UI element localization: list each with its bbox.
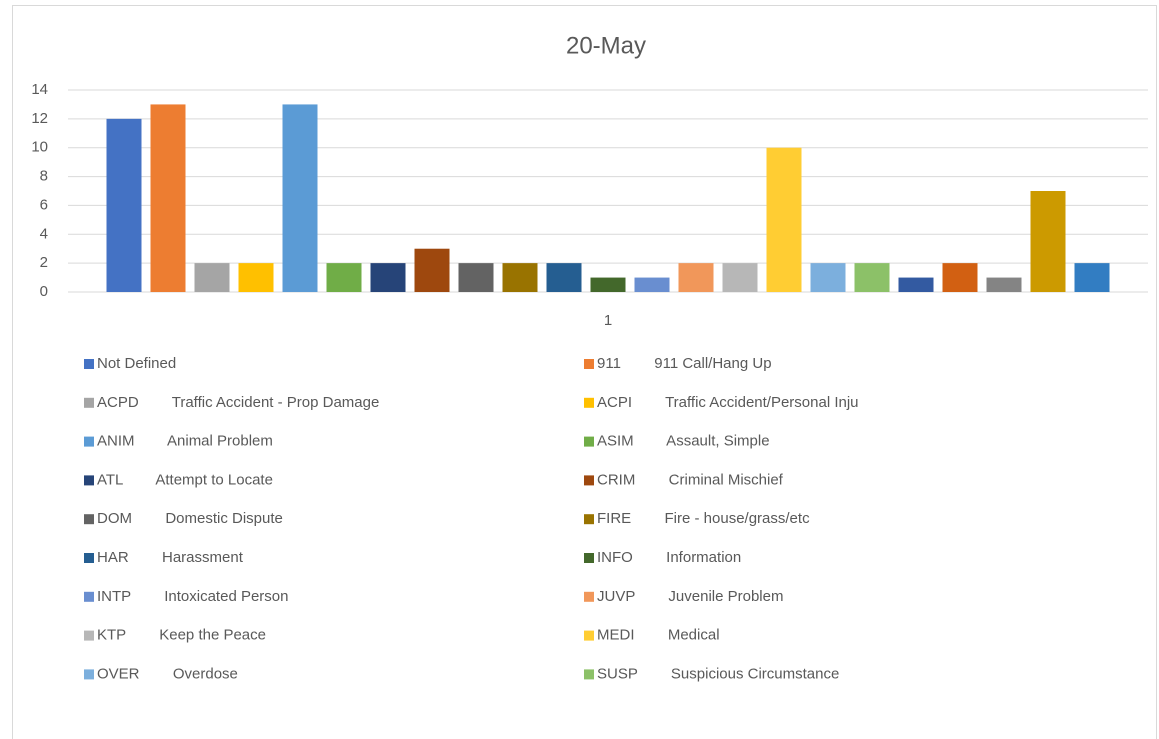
legend-label: KTP Keep the Peace <box>97 627 266 644</box>
bar <box>766 147 802 292</box>
legend-swatch <box>84 669 94 680</box>
bar <box>810 263 846 292</box>
legend-swatch <box>84 475 94 486</box>
bar <box>414 248 450 292</box>
y-tick-label: 4 <box>40 225 48 242</box>
legend-swatch <box>584 475 594 486</box>
y-tick-label: 12 <box>31 110 48 127</box>
bar <box>502 263 538 292</box>
y-tick-label: 0 <box>40 283 48 300</box>
bar <box>942 263 978 292</box>
legend-label: 911 911 Call/Hang Up <box>597 355 772 372</box>
y-tick-label: 8 <box>40 168 48 185</box>
legend-swatch <box>584 397 594 408</box>
legend-label: ASIM Assault, Simple <box>597 433 770 450</box>
bar <box>1074 263 1110 292</box>
chart-title: 20-May <box>566 32 646 59</box>
y-tick-label: 6 <box>40 196 48 213</box>
chart-frame <box>12 5 1157 739</box>
y-tick-label: 2 <box>40 254 48 271</box>
bar <box>150 104 186 292</box>
legend-swatch <box>584 591 594 602</box>
bar <box>590 277 626 292</box>
legend-swatch <box>84 436 94 447</box>
bar <box>854 263 890 292</box>
legend-swatch <box>584 630 594 641</box>
legend-label: SUSP Suspicious Circumstance <box>597 665 839 682</box>
legend-label: ACPI Traffic Accident/Personal Inju <box>597 394 859 411</box>
bar <box>238 263 274 292</box>
legend-label: FIRE Fire - house/grass/etc <box>597 510 810 527</box>
legend-swatch <box>84 591 94 602</box>
bar <box>722 263 758 292</box>
bar <box>194 263 230 292</box>
legend-label: JUVP Juvenile Problem <box>597 588 783 605</box>
legend-label: ACPD Traffic Accident - Prop Damage <box>97 394 379 411</box>
bar <box>326 263 362 292</box>
legend-label: ATL Attempt to Locate <box>97 471 273 488</box>
legend-swatch <box>84 514 94 525</box>
bar <box>678 263 714 292</box>
legend-label: ANIM Animal Problem <box>97 433 273 450</box>
legend-swatch <box>584 436 594 447</box>
legend-label: Not Defined <box>97 355 176 372</box>
bar <box>106 118 142 292</box>
legend-swatch <box>84 553 94 563</box>
legend-label: OVER Overdose <box>97 665 238 682</box>
bar <box>370 263 406 292</box>
bar <box>986 277 1022 292</box>
x-tick-label: 1 <box>604 312 612 329</box>
legend-swatch <box>584 514 594 525</box>
y-tick-label: 10 <box>31 139 48 156</box>
bar <box>458 263 494 292</box>
bar <box>1030 191 1066 292</box>
legend-label: HAR Harassment <box>97 549 244 566</box>
legend-label: CRIM Criminal Mischief <box>597 471 784 488</box>
legend-swatch <box>84 397 94 408</box>
bar <box>634 277 670 292</box>
bar <box>898 277 934 292</box>
legend-label: DOM Domestic Dispute <box>97 510 283 527</box>
legend-swatch <box>584 553 594 563</box>
legend-label: INFO Information <box>597 549 741 566</box>
legend-swatch <box>584 359 594 369</box>
legend-label: INTP Intoxicated Person <box>97 588 288 605</box>
y-tick-label: 14 <box>31 81 48 98</box>
legend-label: MEDI Medical <box>597 627 720 644</box>
legend-swatch <box>84 359 94 369</box>
legend-swatch <box>84 630 94 641</box>
legend-swatch <box>584 669 594 680</box>
bar <box>546 263 582 292</box>
bar <box>282 104 318 292</box>
